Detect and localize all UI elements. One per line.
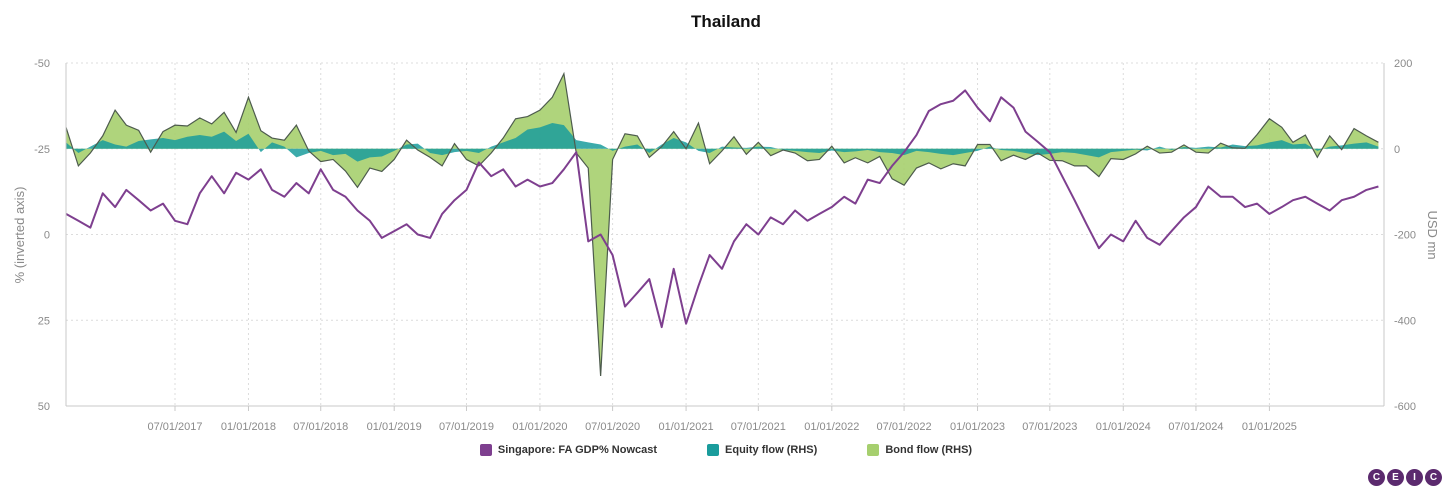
legend-label-gdp: Singapore: FA GDP% Nowcast bbox=[497, 444, 658, 456]
logo-letter-c2: C bbox=[1425, 469, 1442, 486]
legend: Singapore: FA GDP% Nowcast Equity flow (… bbox=[0, 444, 1452, 456]
legend-swatch-equity bbox=[707, 444, 720, 456]
axes bbox=[65, 63, 1385, 411]
legend-label-bond: Bond flow (RHS) bbox=[885, 444, 973, 456]
x-tick-label: 01/01/2018 bbox=[221, 421, 276, 433]
legend-item-bond[interactable]: Bond flow (RHS) bbox=[867, 444, 972, 456]
y-right-tick-label: 0 bbox=[1394, 144, 1400, 156]
x-tick-label: 01/01/2021 bbox=[659, 421, 714, 433]
x-tick-label: 07/01/2019 bbox=[439, 421, 494, 433]
series-area-bond-flow bbox=[66, 73, 1379, 376]
grid bbox=[66, 62, 1384, 407]
x-tick-label: 01/01/2023 bbox=[950, 421, 1005, 433]
line-layer bbox=[65, 71, 1379, 377]
legend-swatch-gdp bbox=[479, 444, 492, 456]
x-tick-label: 01/01/2025 bbox=[1242, 421, 1297, 433]
x-tick-label: 07/01/2018 bbox=[293, 421, 348, 433]
y-axis-left-title: % (inverted axis) bbox=[12, 187, 27, 284]
y-left-tick-label: -50 bbox=[34, 58, 50, 70]
y-left-tick-label: -25 bbox=[34, 144, 50, 156]
y-axis-right-title: USD mn bbox=[1425, 210, 1440, 259]
legend-swatch-bond bbox=[867, 444, 880, 456]
chart-title: Thailand bbox=[691, 12, 761, 31]
y-right-tick-label: 200 bbox=[1394, 58, 1412, 70]
logo-letter-c1: C bbox=[1368, 469, 1385, 486]
x-tick-label: 07/01/2020 bbox=[585, 421, 640, 433]
y-left-tick-label: 50 bbox=[38, 401, 50, 413]
x-tick-label: 07/01/2024 bbox=[1168, 421, 1223, 433]
y-right-tick-label: -400 bbox=[1394, 315, 1416, 327]
area-layer bbox=[66, 73, 1379, 376]
x-tick-label: 07/01/2023 bbox=[1022, 421, 1077, 433]
y-left-tick-label: 0 bbox=[44, 230, 50, 242]
x-tick-label: 01/01/2019 bbox=[367, 421, 422, 433]
x-tick-label: 07/01/2017 bbox=[147, 421, 202, 433]
x-tick-label: 01/01/2024 bbox=[1096, 421, 1151, 433]
legend-item-gdp[interactable]: Singapore: FA GDP% Nowcast bbox=[479, 444, 658, 456]
x-tick-label: 07/01/2022 bbox=[877, 421, 932, 433]
x-tick-label: 07/01/2021 bbox=[731, 421, 786, 433]
series-line-gdp-nowcast bbox=[65, 89, 1379, 329]
y-right-tick-label: -600 bbox=[1394, 401, 1416, 413]
logo-letter-i: I bbox=[1406, 469, 1423, 486]
x-tick-label: 01/01/2020 bbox=[512, 421, 567, 433]
x-tick-label: 01/01/2022 bbox=[804, 421, 859, 433]
legend-label-equity: Equity flow (RHS) bbox=[725, 444, 818, 456]
y-right-tick-label: -200 bbox=[1394, 230, 1416, 242]
series-line-combined-flow bbox=[65, 71, 1379, 377]
legend-item-equity[interactable]: Equity flow (RHS) bbox=[707, 444, 817, 456]
ceic-logo: C E I C bbox=[1368, 469, 1442, 486]
logo-letter-e: E bbox=[1387, 469, 1404, 486]
y-left-tick-label: 25 bbox=[38, 315, 50, 327]
tick-layer: -50 200 -25 0 0 -200 25 -400 50 -600 07/01/2017 01/… bbox=[34, 58, 1416, 433]
